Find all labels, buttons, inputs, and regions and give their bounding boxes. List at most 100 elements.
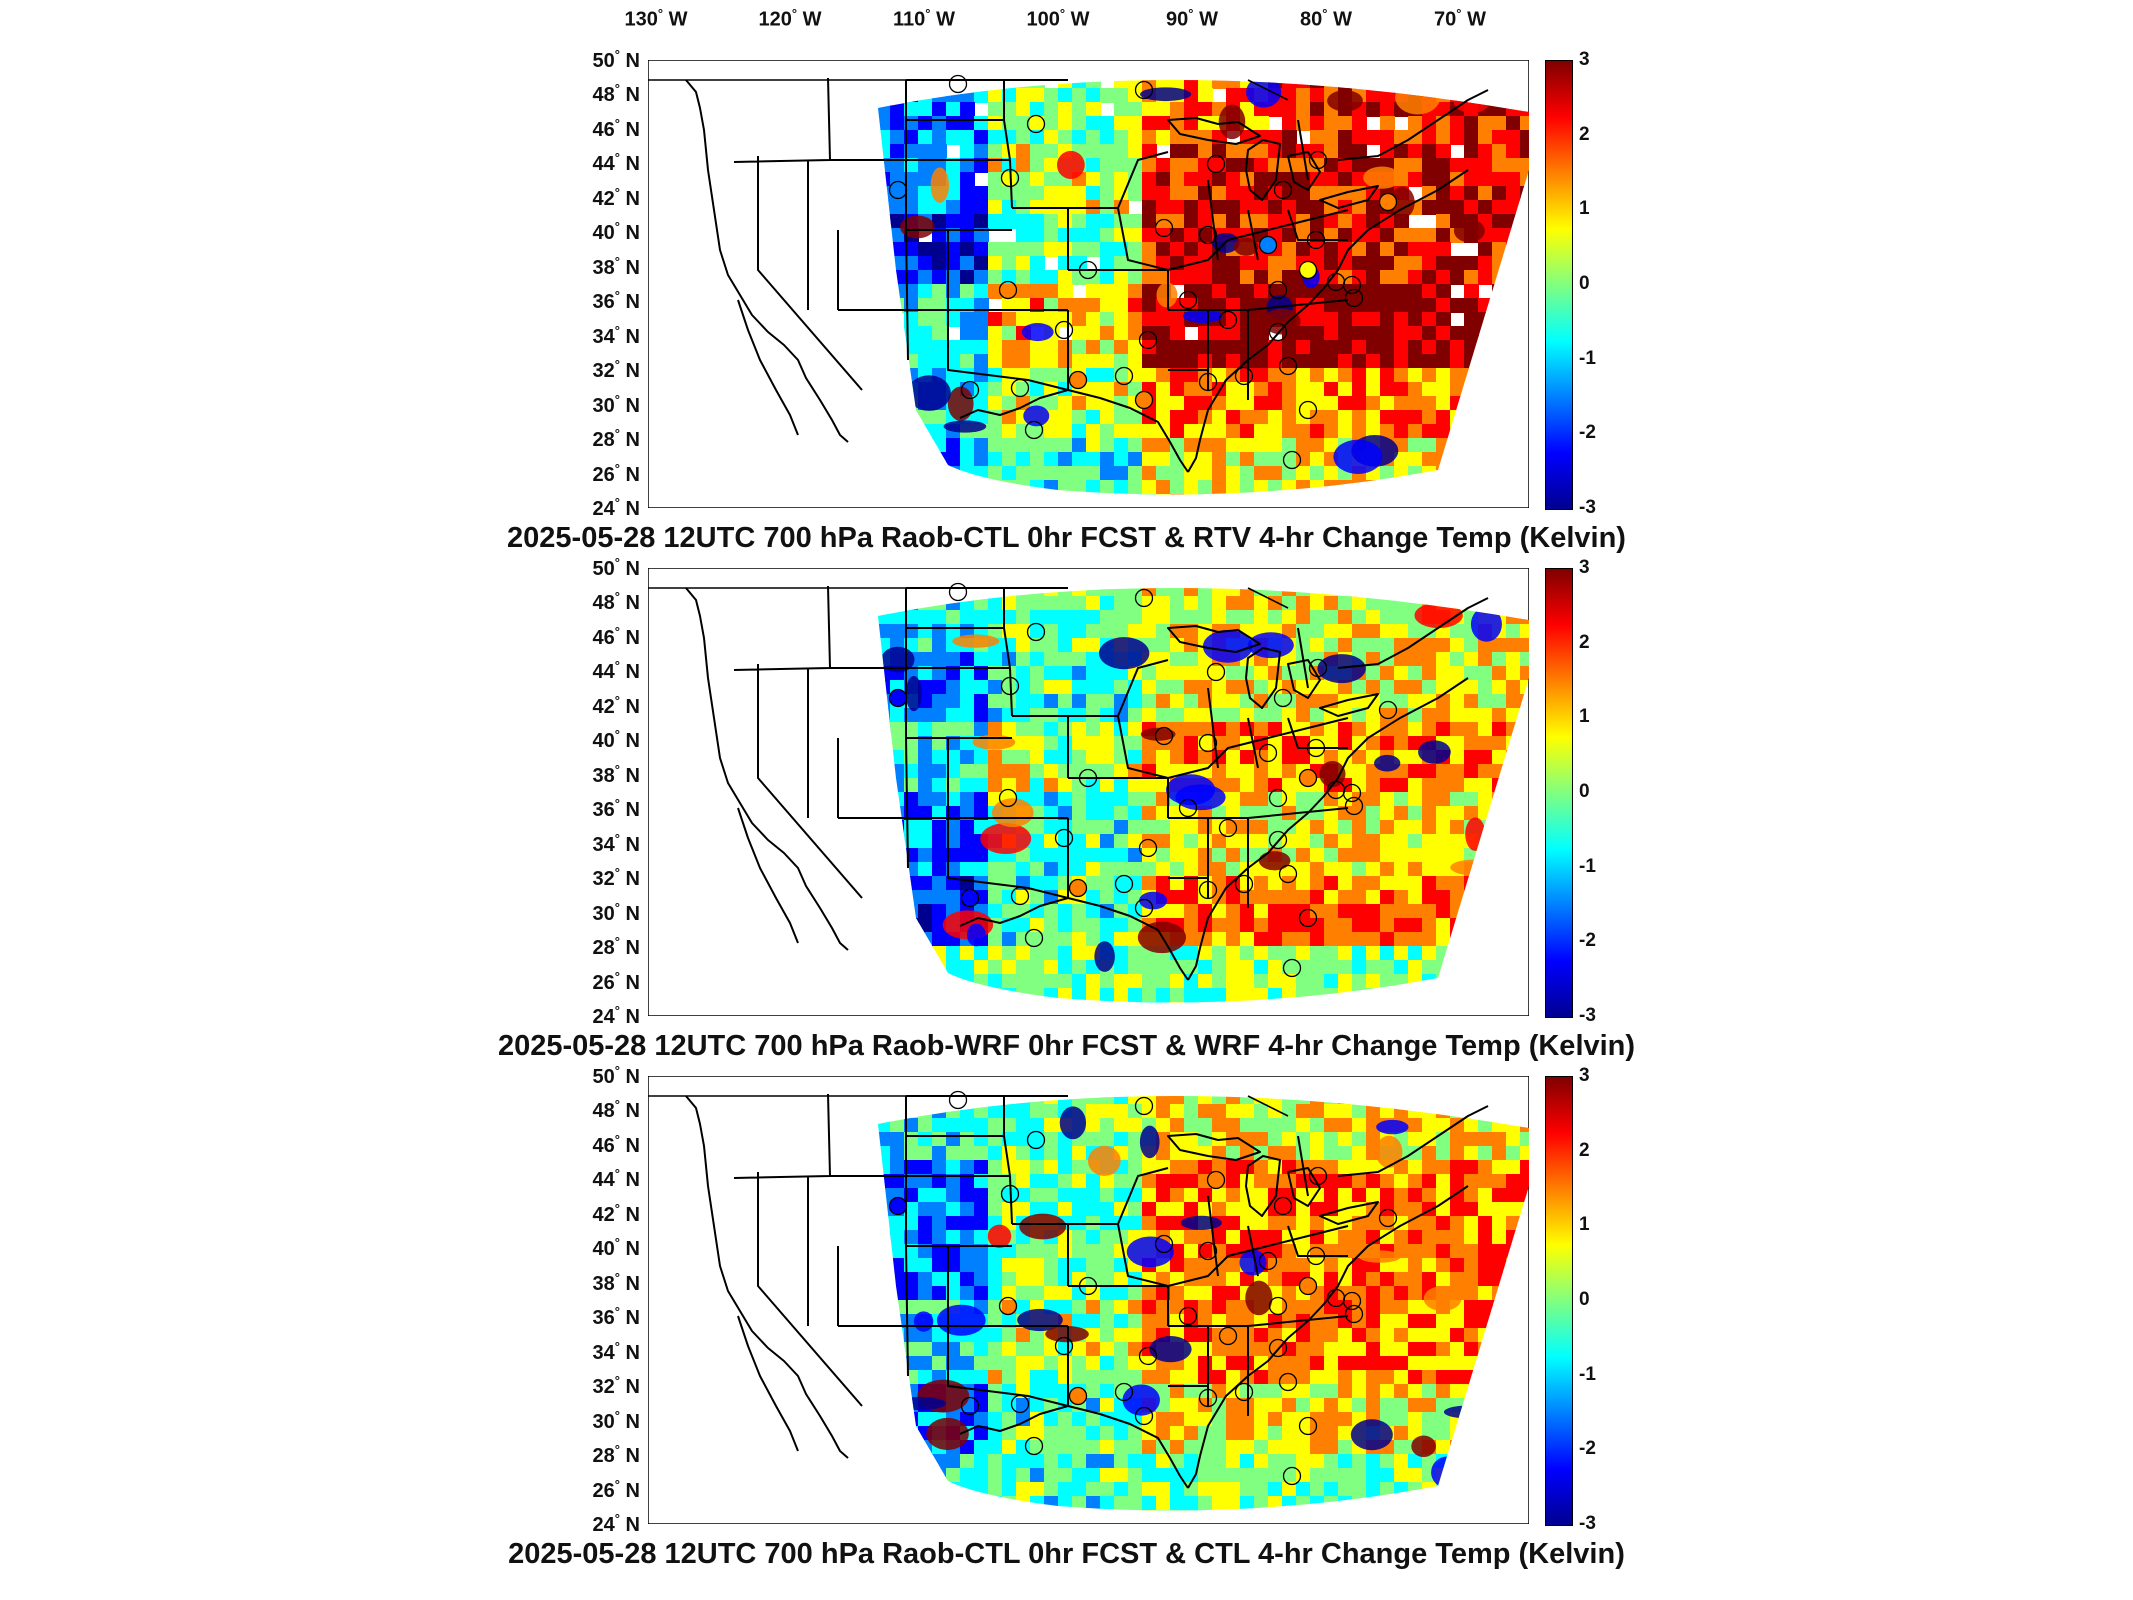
station-marker <box>1298 908 1318 928</box>
colorbar-tick: -2 <box>1579 422 1596 444</box>
station-marker <box>1138 1346 1158 1366</box>
station-marker <box>1026 622 1046 642</box>
station-marker <box>1234 1382 1254 1402</box>
colorbar <box>1545 568 1573 1018</box>
station-marker <box>1198 733 1218 753</box>
station-marker <box>1138 838 1158 858</box>
colorbar-tick: 3 <box>1579 1065 1590 1086</box>
station-marker <box>1268 280 1288 300</box>
lat-label: 34° N <box>592 830 640 856</box>
lat-label: 38° N <box>592 761 640 787</box>
station-marker <box>1298 1276 1318 1296</box>
station-marker <box>1198 880 1218 900</box>
lat-label: 24° N <box>592 495 640 520</box>
station-marker <box>1198 1388 1218 1408</box>
lat-label: 32° N <box>592 1373 640 1398</box>
station-marker <box>1154 1234 1174 1254</box>
station-marker <box>1268 1338 1288 1358</box>
station-marker <box>888 688 908 708</box>
station-marker <box>1000 1184 1020 1204</box>
station-marker <box>1278 356 1298 376</box>
station-marker <box>1268 788 1288 808</box>
lat-label: 40° N <box>592 219 640 245</box>
lat-label: 26° N <box>592 968 640 994</box>
station-marker <box>1298 1416 1318 1436</box>
lat-label: 28° N <box>592 934 640 959</box>
lat-label: 30° N <box>592 899 640 925</box>
lat-label: 48° N <box>592 81 640 107</box>
station-marker <box>948 1090 968 1110</box>
colorbar <box>1545 1076 1573 1526</box>
lat-label: 32° N <box>592 357 640 382</box>
station-marker <box>1306 1246 1326 1266</box>
station-marker <box>1206 1170 1226 1190</box>
lat-label: 36° N <box>592 796 640 822</box>
station-marker <box>1342 1291 1362 1311</box>
station-marker <box>1282 1466 1302 1486</box>
station-marker <box>1138 330 1158 350</box>
colorbar-tick: -3 <box>1579 1513 1596 1534</box>
station-marker <box>1306 230 1326 250</box>
station-marker <box>1206 662 1226 682</box>
station-marker <box>1134 1096 1154 1116</box>
lat-label: 46° N <box>592 116 640 141</box>
station-marker <box>998 280 1018 300</box>
lat-label: 24° N <box>592 1511 640 1536</box>
colorbar-tick: 3 <box>1579 49 1590 70</box>
station-marker <box>1134 80 1154 100</box>
station-marker <box>1154 726 1174 746</box>
station-marker <box>960 1396 980 1416</box>
station-marker <box>1298 768 1318 788</box>
lat-label: 24° N <box>592 1003 640 1028</box>
station-marker <box>1258 235 1278 255</box>
colorbar-tick: -3 <box>1579 1005 1596 1026</box>
station-marker <box>1198 1241 1218 1261</box>
lon-label: 70° W <box>1434 6 1486 31</box>
raob-stations <box>888 1090 1398 1486</box>
colorbar-tick: 1 <box>1579 1214 1590 1236</box>
station-marker <box>1273 688 1293 708</box>
station-marker <box>1134 1406 1154 1426</box>
station-marker <box>1344 796 1364 816</box>
station-marker <box>1282 450 1302 470</box>
station-marker <box>1298 400 1318 420</box>
station-marker <box>960 888 980 908</box>
lat-label: 30° N <box>592 1407 640 1433</box>
station-marker <box>1024 420 1044 440</box>
station-marker <box>1258 1251 1278 1271</box>
colorbar-tick: 0 <box>1579 1289 1590 1310</box>
station-marker <box>1024 928 1044 948</box>
lat-label: 50° N <box>592 47 640 72</box>
longitude-axis: 130° W 120° W 110° W 100° W 90° W 80° W … <box>0 0 2133 40</box>
station-marker <box>1306 738 1326 758</box>
lat-label: 46° N <box>592 1132 640 1157</box>
station-marker <box>1134 390 1154 410</box>
lon-label: 110° W <box>893 6 955 31</box>
station-marker <box>1068 1386 1088 1406</box>
station-marker <box>1308 658 1328 678</box>
station-marker <box>1344 288 1364 308</box>
station-marker <box>1154 218 1174 238</box>
station-marker <box>1268 1296 1288 1316</box>
station-marker <box>1198 372 1218 392</box>
station-marker <box>1234 874 1254 894</box>
station-marker <box>1010 886 1030 906</box>
lat-label: 44° N <box>592 150 640 176</box>
station-marker <box>1134 588 1154 608</box>
station-marker <box>1178 798 1198 818</box>
station-marker <box>1068 370 1088 390</box>
boundaries <box>648 585 1489 981</box>
lat-label: 40° N <box>592 1235 640 1261</box>
colorbar-tick: 3 <box>1579 557 1590 578</box>
lat-label: 36° N <box>592 288 640 314</box>
station-marker <box>888 180 908 200</box>
station-marker <box>1054 320 1074 340</box>
station-marker <box>1178 290 1198 310</box>
station-marker <box>1308 1166 1328 1186</box>
station-marker <box>1273 1196 1293 1216</box>
station-marker <box>1218 310 1238 330</box>
station-marker <box>1206 154 1226 174</box>
lat-label: 48° N <box>592 589 640 615</box>
raob-stations <box>888 582 1398 978</box>
lat-label: 28° N <box>592 1442 640 1467</box>
